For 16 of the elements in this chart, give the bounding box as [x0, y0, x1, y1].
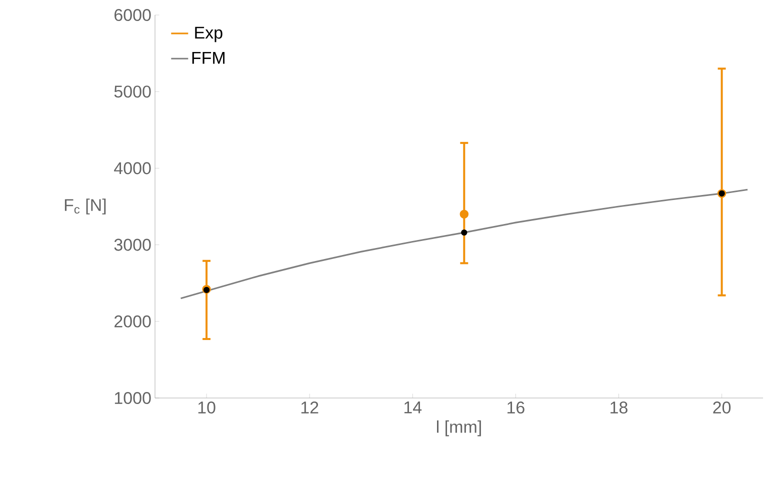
legend-label: Exp	[195, 26, 222, 42]
x-tick-label: 16	[508, 402, 524, 414]
y-tick-label: 4000	[114, 162, 151, 174]
y-axis-title: F$_{c}$ [N]	[64, 198, 106, 214]
y-tick-label: 1000	[114, 392, 151, 404]
x-tick-label: 20	[713, 402, 731, 414]
x-axis-title: l [mm]	[437, 420, 481, 436]
x-tick-label: 14	[404, 402, 422, 414]
legend-label: FFM	[192, 52, 224, 64]
x-tick-label: 12	[301, 402, 318, 414]
y-tick-label: 2000	[114, 315, 151, 328]
y-tick-label: 6000	[114, 8, 151, 22]
y-tick-label: 5000	[114, 86, 151, 98]
y-tick-label: 3000	[114, 238, 151, 251]
x-tick-label: 10	[198, 402, 216, 414]
x-tick-label: 18	[610, 402, 628, 414]
